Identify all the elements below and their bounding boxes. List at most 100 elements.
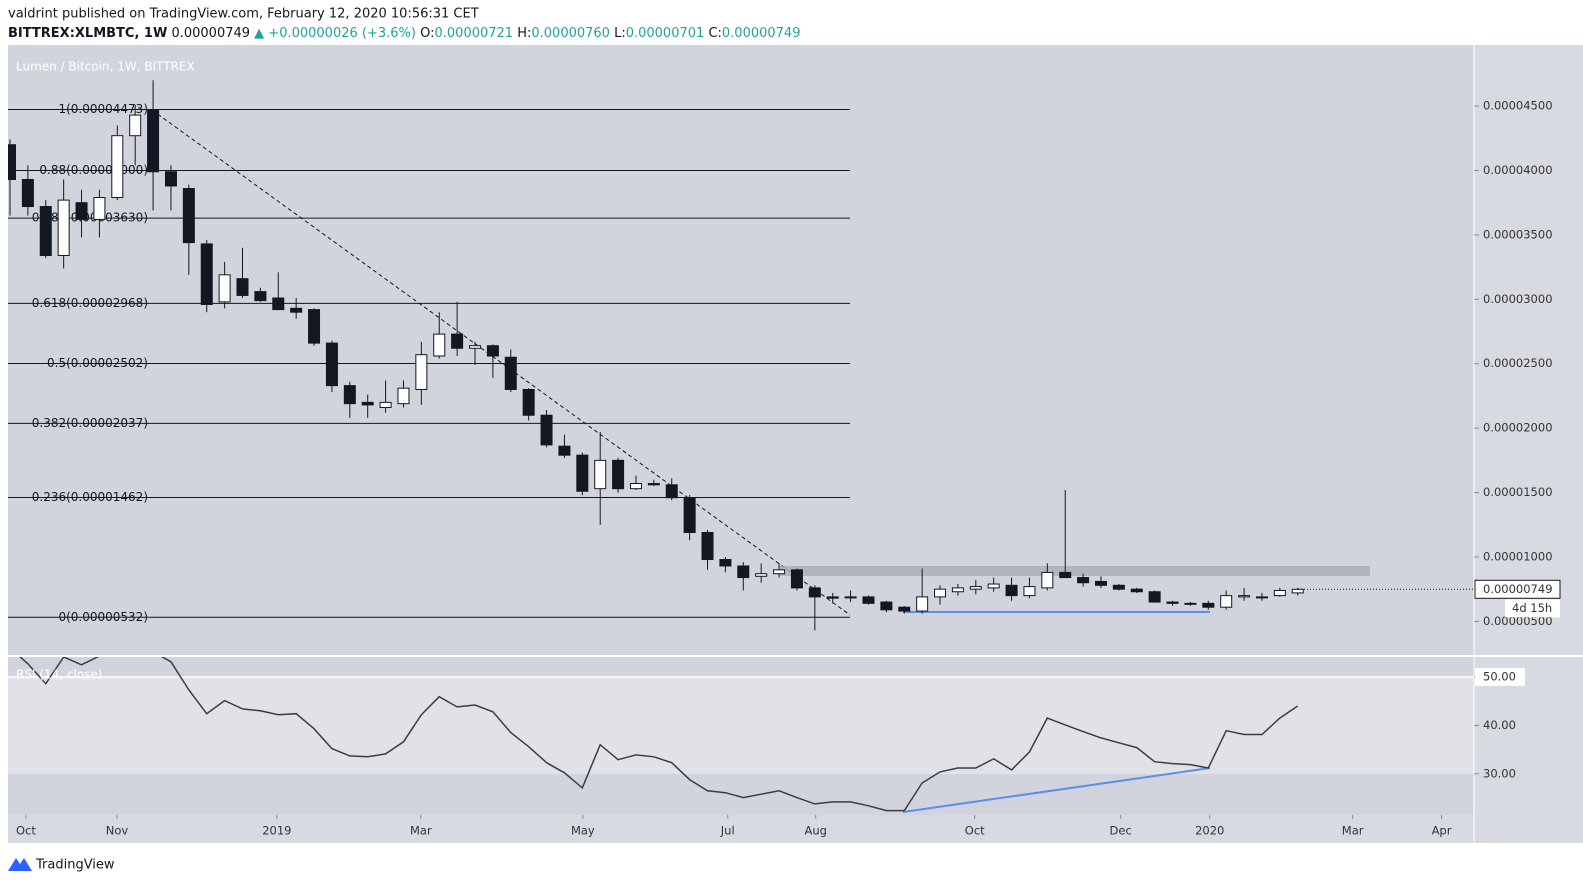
- x-tick-label: Jul: [720, 824, 735, 838]
- candle-body: [1220, 595, 1233, 608]
- fib-label: 0.5(0.00002502): [47, 356, 148, 370]
- fib-label: 0.236(0.00001462): [32, 490, 148, 504]
- candle-body: [737, 565, 750, 579]
- candle-body: [522, 388, 535, 416]
- symbol: BITTREX:XLMBTC, 1W: [8, 26, 167, 41]
- y-tick-label: 0.00001500: [1483, 485, 1553, 499]
- candle-body: [8, 144, 16, 180]
- rsi-tick-label: 30.00: [1483, 766, 1516, 780]
- trend-line: [151, 109, 851, 616]
- candle-body: [880, 601, 893, 611]
- candle-body: [504, 356, 517, 390]
- rsi-band: [8, 677, 1474, 774]
- axes: 0.00004500 0.00004000 0.00003500 0.00003000…: [16, 99, 1561, 838]
- author-line: valdrint published on TradingView.com, F…: [8, 7, 479, 22]
- candle-body: [254, 291, 267, 302]
- x-tick-label: Nov: [106, 824, 129, 838]
- candle-body: [343, 385, 356, 405]
- x-tick-label: May: [571, 824, 595, 838]
- candle-body: [969, 586, 982, 590]
- candle-body: [200, 243, 213, 305]
- candle-body: [1041, 571, 1054, 589]
- candle-body: [934, 588, 947, 598]
- candle-body: [755, 573, 768, 577]
- candle-body: [647, 483, 660, 486]
- candle-body: [1112, 584, 1125, 590]
- change: ▲ +0.00000026 (+3.6%): [254, 26, 416, 41]
- rsi-tick-label: 40.00: [1483, 718, 1516, 732]
- last-price-box: [1474, 579, 1561, 599]
- y-tick-label: 0.00004000: [1483, 163, 1553, 177]
- rsi-tick-box: [1475, 667, 1525, 686]
- candle-body: [361, 401, 374, 406]
- candle-body: [469, 345, 482, 349]
- candle-body: [433, 333, 446, 357]
- candle-body: [862, 596, 875, 604]
- candle-body: [1184, 602, 1197, 605]
- candle-body: [1202, 602, 1215, 608]
- candle-body: [57, 199, 70, 257]
- candle-body: [39, 206, 52, 257]
- candle-body: [951, 587, 964, 593]
- y-tick-label: 0.00001000: [1483, 549, 1553, 563]
- x-tick-label: Mar: [1342, 824, 1364, 838]
- x-tick-label: Oct: [16, 824, 36, 838]
- x-tick-label: Dec: [1110, 824, 1132, 838]
- candle-body: [1291, 588, 1304, 594]
- candle-body: [129, 114, 142, 137]
- candle-body: [665, 484, 678, 499]
- candle-body: [808, 587, 821, 598]
- y-tick-label: 0.00002500: [1483, 356, 1553, 370]
- last-price: 0.00000749: [171, 26, 250, 41]
- candle-body: [236, 278, 249, 296]
- candle-body: [415, 354, 428, 390]
- rsi-tick-label: 50.00: [1483, 669, 1516, 683]
- candle-body: [75, 202, 88, 220]
- x-tick-label: Mar: [410, 824, 432, 838]
- candle-body: [325, 342, 338, 387]
- candle-body: [916, 596, 929, 612]
- last-price-label: 0.00000749: [1483, 582, 1553, 596]
- candle-body: [719, 559, 732, 567]
- resistance-zone: [780, 566, 1370, 576]
- candle-body: [683, 497, 696, 533]
- pane-title: Lumen / Bitcoin, 1W, BITTREX: [16, 60, 195, 74]
- price-axis: [1474, 45, 1583, 843]
- l-label: L:: [614, 26, 626, 41]
- fib-label: 0.88(0.00004000): [39, 163, 148, 177]
- open: 0.00000721: [435, 26, 514, 41]
- x-tick-label: 2020: [1195, 824, 1224, 838]
- x-tick-label: Aug: [804, 824, 826, 838]
- candle-body: [182, 188, 195, 244]
- fib-label: 0(0.00000532): [58, 610, 148, 624]
- candle-body: [1148, 591, 1161, 603]
- candle-body: [558, 445, 571, 456]
- candle-body: [1273, 589, 1286, 597]
- candle-body: [1238, 595, 1251, 598]
- candle-body: [111, 135, 124, 199]
- symbol-line: BITTREX:XLMBTC, 1W 0.00000749 ▲ +0.00000…: [8, 26, 800, 41]
- countdown-box: [1505, 599, 1560, 618]
- fib-label: 0.618(0.00002968): [32, 296, 148, 310]
- candle-body: [1255, 596, 1268, 599]
- y-tick-label: 0.00002000: [1483, 421, 1553, 435]
- y-tick-label: 0.00000500: [1483, 614, 1553, 628]
- candle-body: [272, 297, 285, 311]
- h-label: H:: [517, 26, 531, 41]
- candle-body: [701, 531, 714, 561]
- candle-body: [379, 401, 392, 409]
- candle-body: [1094, 580, 1107, 586]
- c-label: C:: [708, 26, 721, 41]
- x-tick-label: Apr: [1432, 824, 1452, 838]
- footer-logo: TradingView: [8, 858, 115, 873]
- candle-body: [844, 596, 857, 599]
- fib-label: 0.382(0.00002037): [32, 416, 148, 430]
- candle-body: [93, 197, 106, 220]
- x-tick-label: Oct: [965, 824, 985, 838]
- candle-body: [308, 309, 321, 344]
- time-axis: [8, 815, 1474, 843]
- price-pane: [8, 45, 1474, 655]
- candle-body: [1059, 571, 1072, 579]
